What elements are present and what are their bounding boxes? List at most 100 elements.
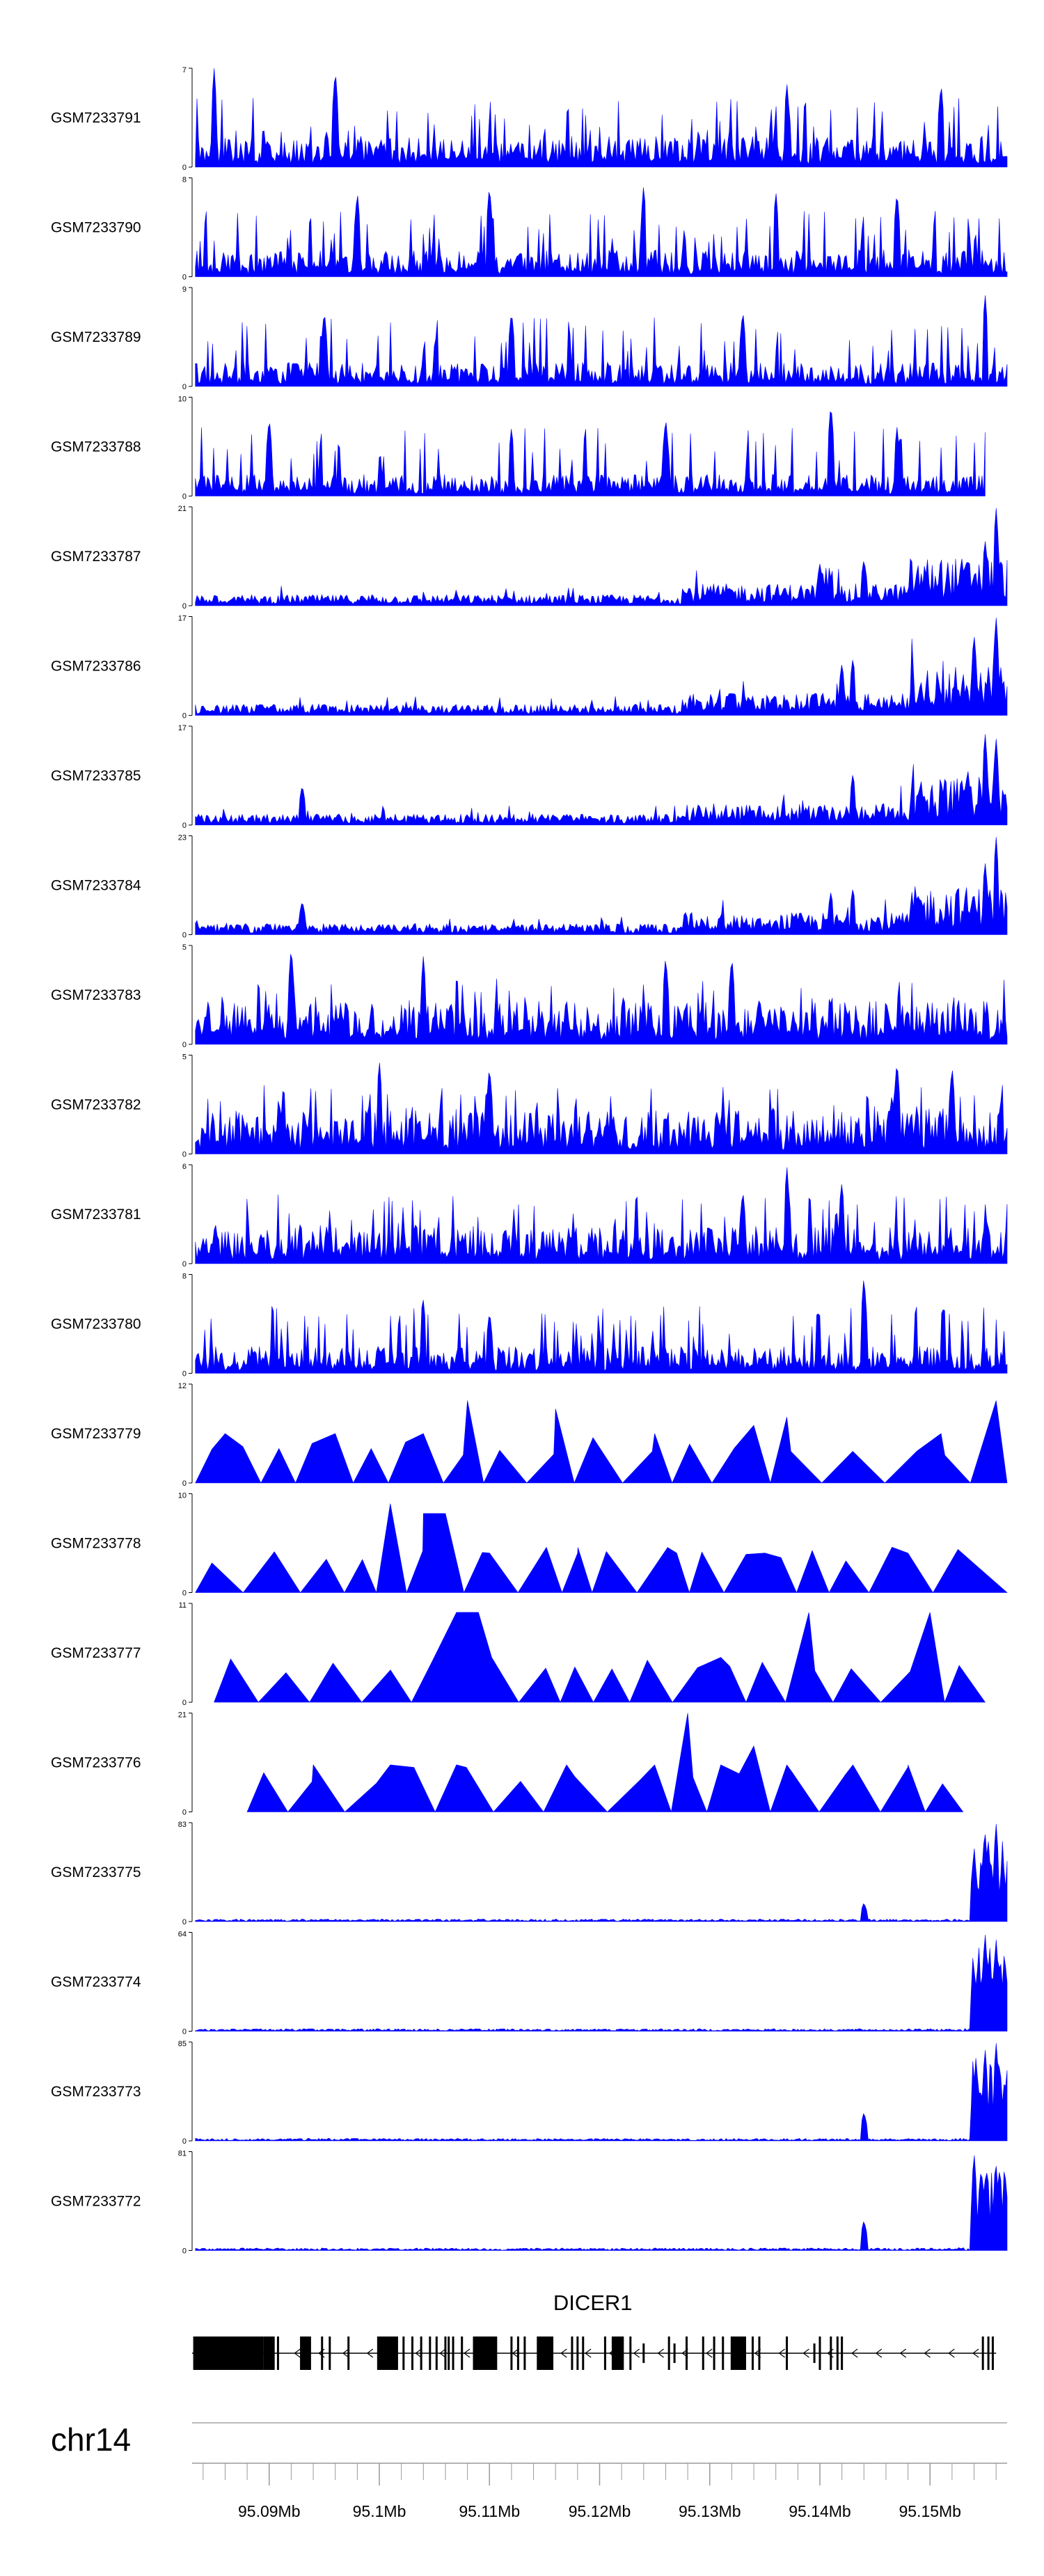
exon	[300, 2337, 311, 2370]
y-zero-label: 0	[182, 383, 187, 391]
strand-arrow	[366, 2348, 374, 2358]
track-GSM7233776: GSM7233776 21 0	[51, 1711, 964, 1817]
y-zero-label: 0	[182, 932, 187, 940]
exon	[667, 2337, 670, 2370]
y-max-label: 64	[178, 1931, 187, 1939]
track-label: GSM7233786	[51, 659, 141, 675]
coverage-area	[195, 508, 1008, 606]
coverage-area	[195, 734, 1008, 826]
track-GSM7233779: GSM7233779 12 0	[51, 1382, 1008, 1488]
y-zero-label: 0	[182, 822, 187, 830]
y-max-label: 81	[178, 2150, 187, 2158]
track-GSM7233784: GSM7233784 23 0	[51, 834, 1008, 940]
coverage-area	[195, 1400, 1008, 1484]
track-GSM7233791: GSM7233791 7 0	[51, 66, 1008, 172]
strand-arrow	[633, 2348, 640, 2358]
x-tick-label: 95.1Mb	[353, 2502, 406, 2520]
y-zero-label: 0	[182, 493, 187, 501]
track-GSM7233783: GSM7233783 5 0	[51, 943, 1008, 1049]
strand-arrow	[342, 2348, 349, 2358]
exon	[329, 2337, 331, 2370]
exon	[603, 2337, 606, 2370]
x-tick-label: 95.09Mb	[238, 2502, 301, 2520]
coverage-area	[195, 1280, 1008, 1374]
track-label: GSM7233775	[51, 1864, 141, 1880]
y-max-label: 10	[178, 395, 187, 404]
y-max-label: 8	[182, 176, 187, 184]
track-GSM7233778: GSM7233778 10 0	[51, 1492, 1008, 1598]
chromosome-label: chr14	[51, 2421, 131, 2458]
y-zero-label: 0	[182, 1151, 187, 1159]
y-zero-label: 0	[182, 1918, 187, 1926]
y-max-label: 17	[178, 615, 187, 623]
strand-arrow	[899, 2348, 907, 2358]
strand-arrow	[560, 2348, 567, 2358]
track-GSM7233781: GSM7233781 6 0	[51, 1163, 1008, 1269]
exon-utr	[488, 2343, 491, 2363]
y-zero-label: 0	[182, 1809, 187, 1817]
exon	[576, 2337, 579, 2370]
exon	[991, 2337, 994, 2370]
strand-arrow	[851, 2348, 858, 2358]
coverage-area	[195, 187, 1008, 277]
y-max-label: 21	[178, 505, 187, 513]
track-label: GSM7233778	[51, 1536, 141, 1552]
exon	[981, 2337, 984, 2370]
track-GSM7233774: GSM7233774 64 0	[51, 1931, 1008, 2036]
exon	[686, 2337, 688, 2370]
y-zero-label: 0	[182, 2247, 187, 2256]
track-label: GSM7233789	[51, 329, 141, 345]
track-label: GSM7233787	[51, 549, 141, 565]
exon	[444, 2337, 447, 2370]
y-max-label: 5	[182, 1053, 187, 1062]
exon	[841, 2337, 844, 2370]
track-GSM7233785: GSM7233785 17 0	[51, 724, 1008, 830]
strand-arrow	[439, 2348, 446, 2358]
exon	[461, 2337, 464, 2370]
track-GSM7233782: GSM7233782 5 0	[51, 1053, 1008, 1159]
coverage-area	[195, 954, 1008, 1045]
track-label: GSM7233788	[51, 439, 141, 455]
y-max-label: 83	[178, 1821, 187, 1829]
coverage-area	[195, 2155, 1008, 2251]
track-label: GSM7233781	[51, 1207, 141, 1223]
y-max-label: 5	[182, 943, 187, 952]
exon	[713, 2337, 715, 2370]
track-GSM7233772: GSM7233772 81 0	[51, 2150, 1008, 2256]
strand-arrow	[778, 2348, 785, 2358]
strand-arrow	[972, 2348, 979, 2358]
exon	[270, 2337, 273, 2370]
exon-utr	[389, 2343, 392, 2363]
x-tick-label: 95.11Mb	[459, 2502, 520, 2520]
strand-arrow	[706, 2348, 713, 2358]
y-zero-label: 0	[182, 2028, 187, 2036]
exon	[452, 2337, 454, 2370]
coverage-area	[214, 1612, 986, 1704]
strand-arrow	[294, 2348, 301, 2358]
exon	[758, 2337, 761, 2370]
coverage-area	[195, 1503, 1008, 1594]
y-max-label: 85	[178, 2040, 187, 2048]
exon	[523, 2337, 526, 2370]
exon	[473, 2337, 498, 2370]
exon	[987, 2337, 990, 2370]
track-GSM7233786: GSM7233786 17 0	[51, 615, 1008, 721]
exon	[420, 2337, 422, 2370]
y-max-label: 6	[182, 1163, 187, 1171]
genome-axis: chr14 95.09Mb 95.1Mb 95.11Mb 95.12Mb 95.13Mb 9…	[51, 2421, 1007, 2520]
coverage-area	[195, 1062, 1008, 1154]
track-GSM7233773: GSM7233773 85 0	[51, 2040, 1008, 2146]
strand-arrow	[585, 2348, 592, 2358]
track-GSM7233787: GSM7233787 21 0	[51, 505, 1008, 611]
y-zero-label: 0	[182, 2137, 187, 2146]
x-tick-label: 95.14Mb	[789, 2502, 851, 2520]
x-tick-label: 95.12Mb	[569, 2502, 631, 2520]
exon-utr	[642, 2343, 645, 2363]
coverage-area	[195, 837, 1008, 935]
coverage-area	[195, 68, 1008, 168]
y-zero-label: 0	[182, 602, 187, 611]
exon	[818, 2337, 821, 2370]
y-zero-label: 0	[182, 1699, 187, 1707]
exon	[751, 2337, 754, 2370]
y-max-label: 10	[178, 1492, 187, 1500]
